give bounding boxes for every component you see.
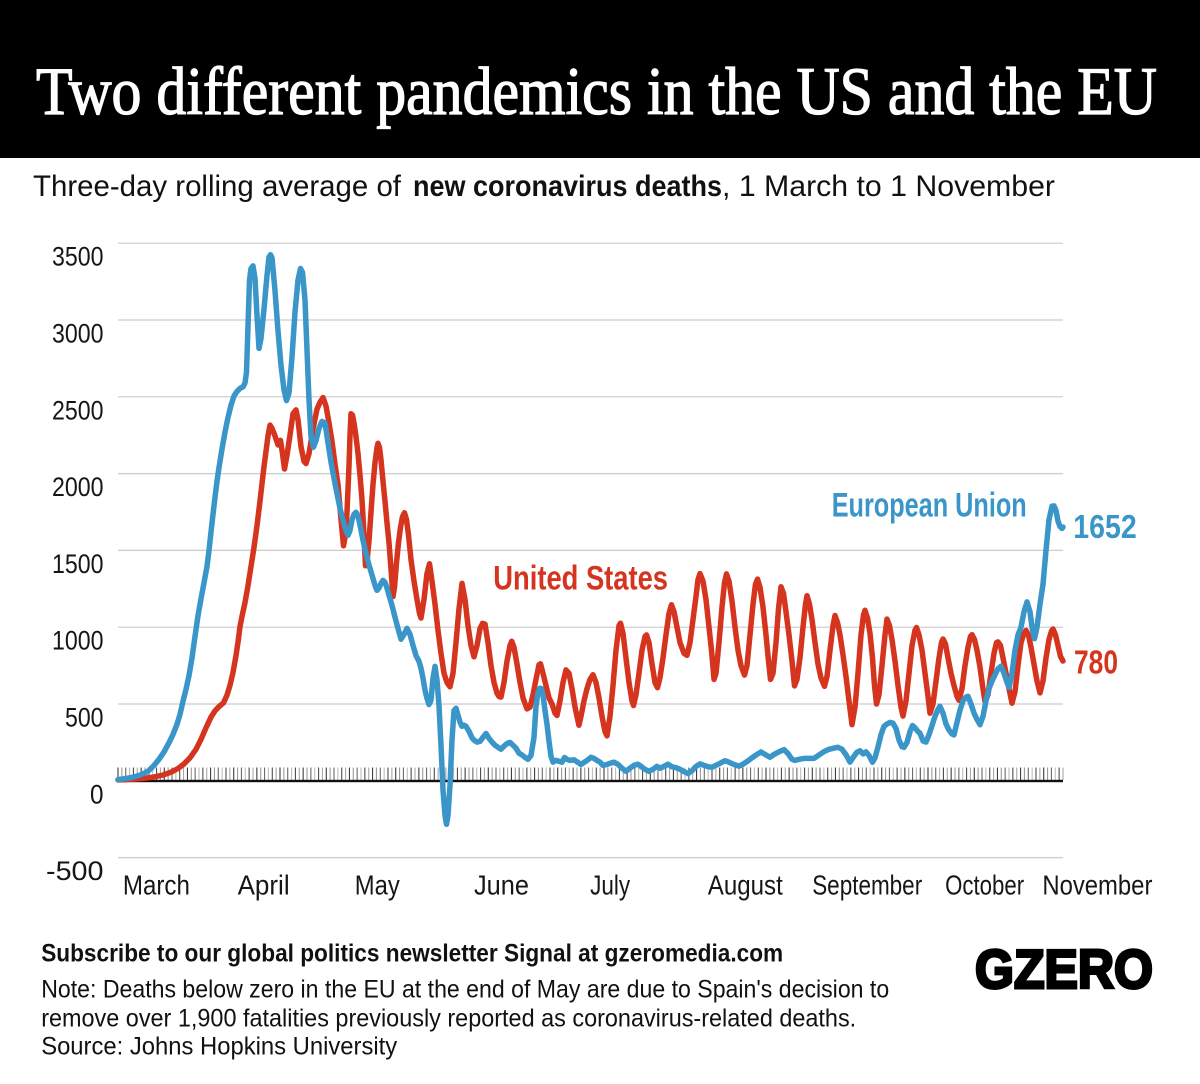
svg-text:2500: 2500	[52, 395, 104, 425]
svg-text:1500: 1500	[52, 549, 104, 579]
svg-text:Three-day rolling average of: Three-day rolling average of	[33, 170, 402, 203]
svg-text:GZERO: GZERO	[975, 938, 1153, 1000]
svg-text:500: 500	[65, 703, 104, 733]
svg-text:remove over 1,900 fatalities p: remove over 1,900 fatalities previously …	[41, 1005, 856, 1033]
svg-text:780: 780	[1074, 644, 1118, 681]
svg-text:May: May	[355, 870, 400, 901]
svg-text:March: March	[123, 870, 190, 901]
svg-text:Two different pandemics in the: Two different pandemics in the US and th…	[36, 53, 1157, 129]
svg-text:2000: 2000	[52, 472, 104, 502]
svg-text:, 1 March to 1 November: , 1 March to 1 November	[722, 170, 1055, 203]
svg-text:-500: -500	[46, 856, 104, 886]
svg-text:European Union: European Union	[832, 487, 1027, 525]
svg-text:3000: 3000	[52, 319, 104, 349]
svg-text:Note: Deaths below zero in the: Note: Deaths below zero in the EU at the…	[41, 976, 889, 1004]
svg-text:July: July	[590, 870, 630, 901]
svg-text:April: April	[238, 870, 290, 901]
svg-text:1000: 1000	[52, 626, 104, 656]
svg-text:August: August	[708, 870, 783, 901]
svg-text:June: June	[474, 870, 529, 901]
svg-text:1652: 1652	[1073, 508, 1136, 545]
svg-text:United States: United States	[493, 559, 668, 597]
svg-text:0: 0	[90, 779, 104, 809]
svg-text:3500: 3500	[52, 242, 104, 272]
svg-text:Source: Johns Hopkins Universi: Source: Johns Hopkins University	[41, 1033, 397, 1061]
svg-text:November: November	[1042, 870, 1152, 901]
svg-text:new coronavirus deaths: new coronavirus deaths	[413, 170, 722, 203]
svg-text:Subscribe to our global politi: Subscribe to our global politics newslet…	[41, 940, 783, 968]
svg-text:October: October	[945, 870, 1024, 901]
svg-text:September: September	[812, 870, 922, 901]
